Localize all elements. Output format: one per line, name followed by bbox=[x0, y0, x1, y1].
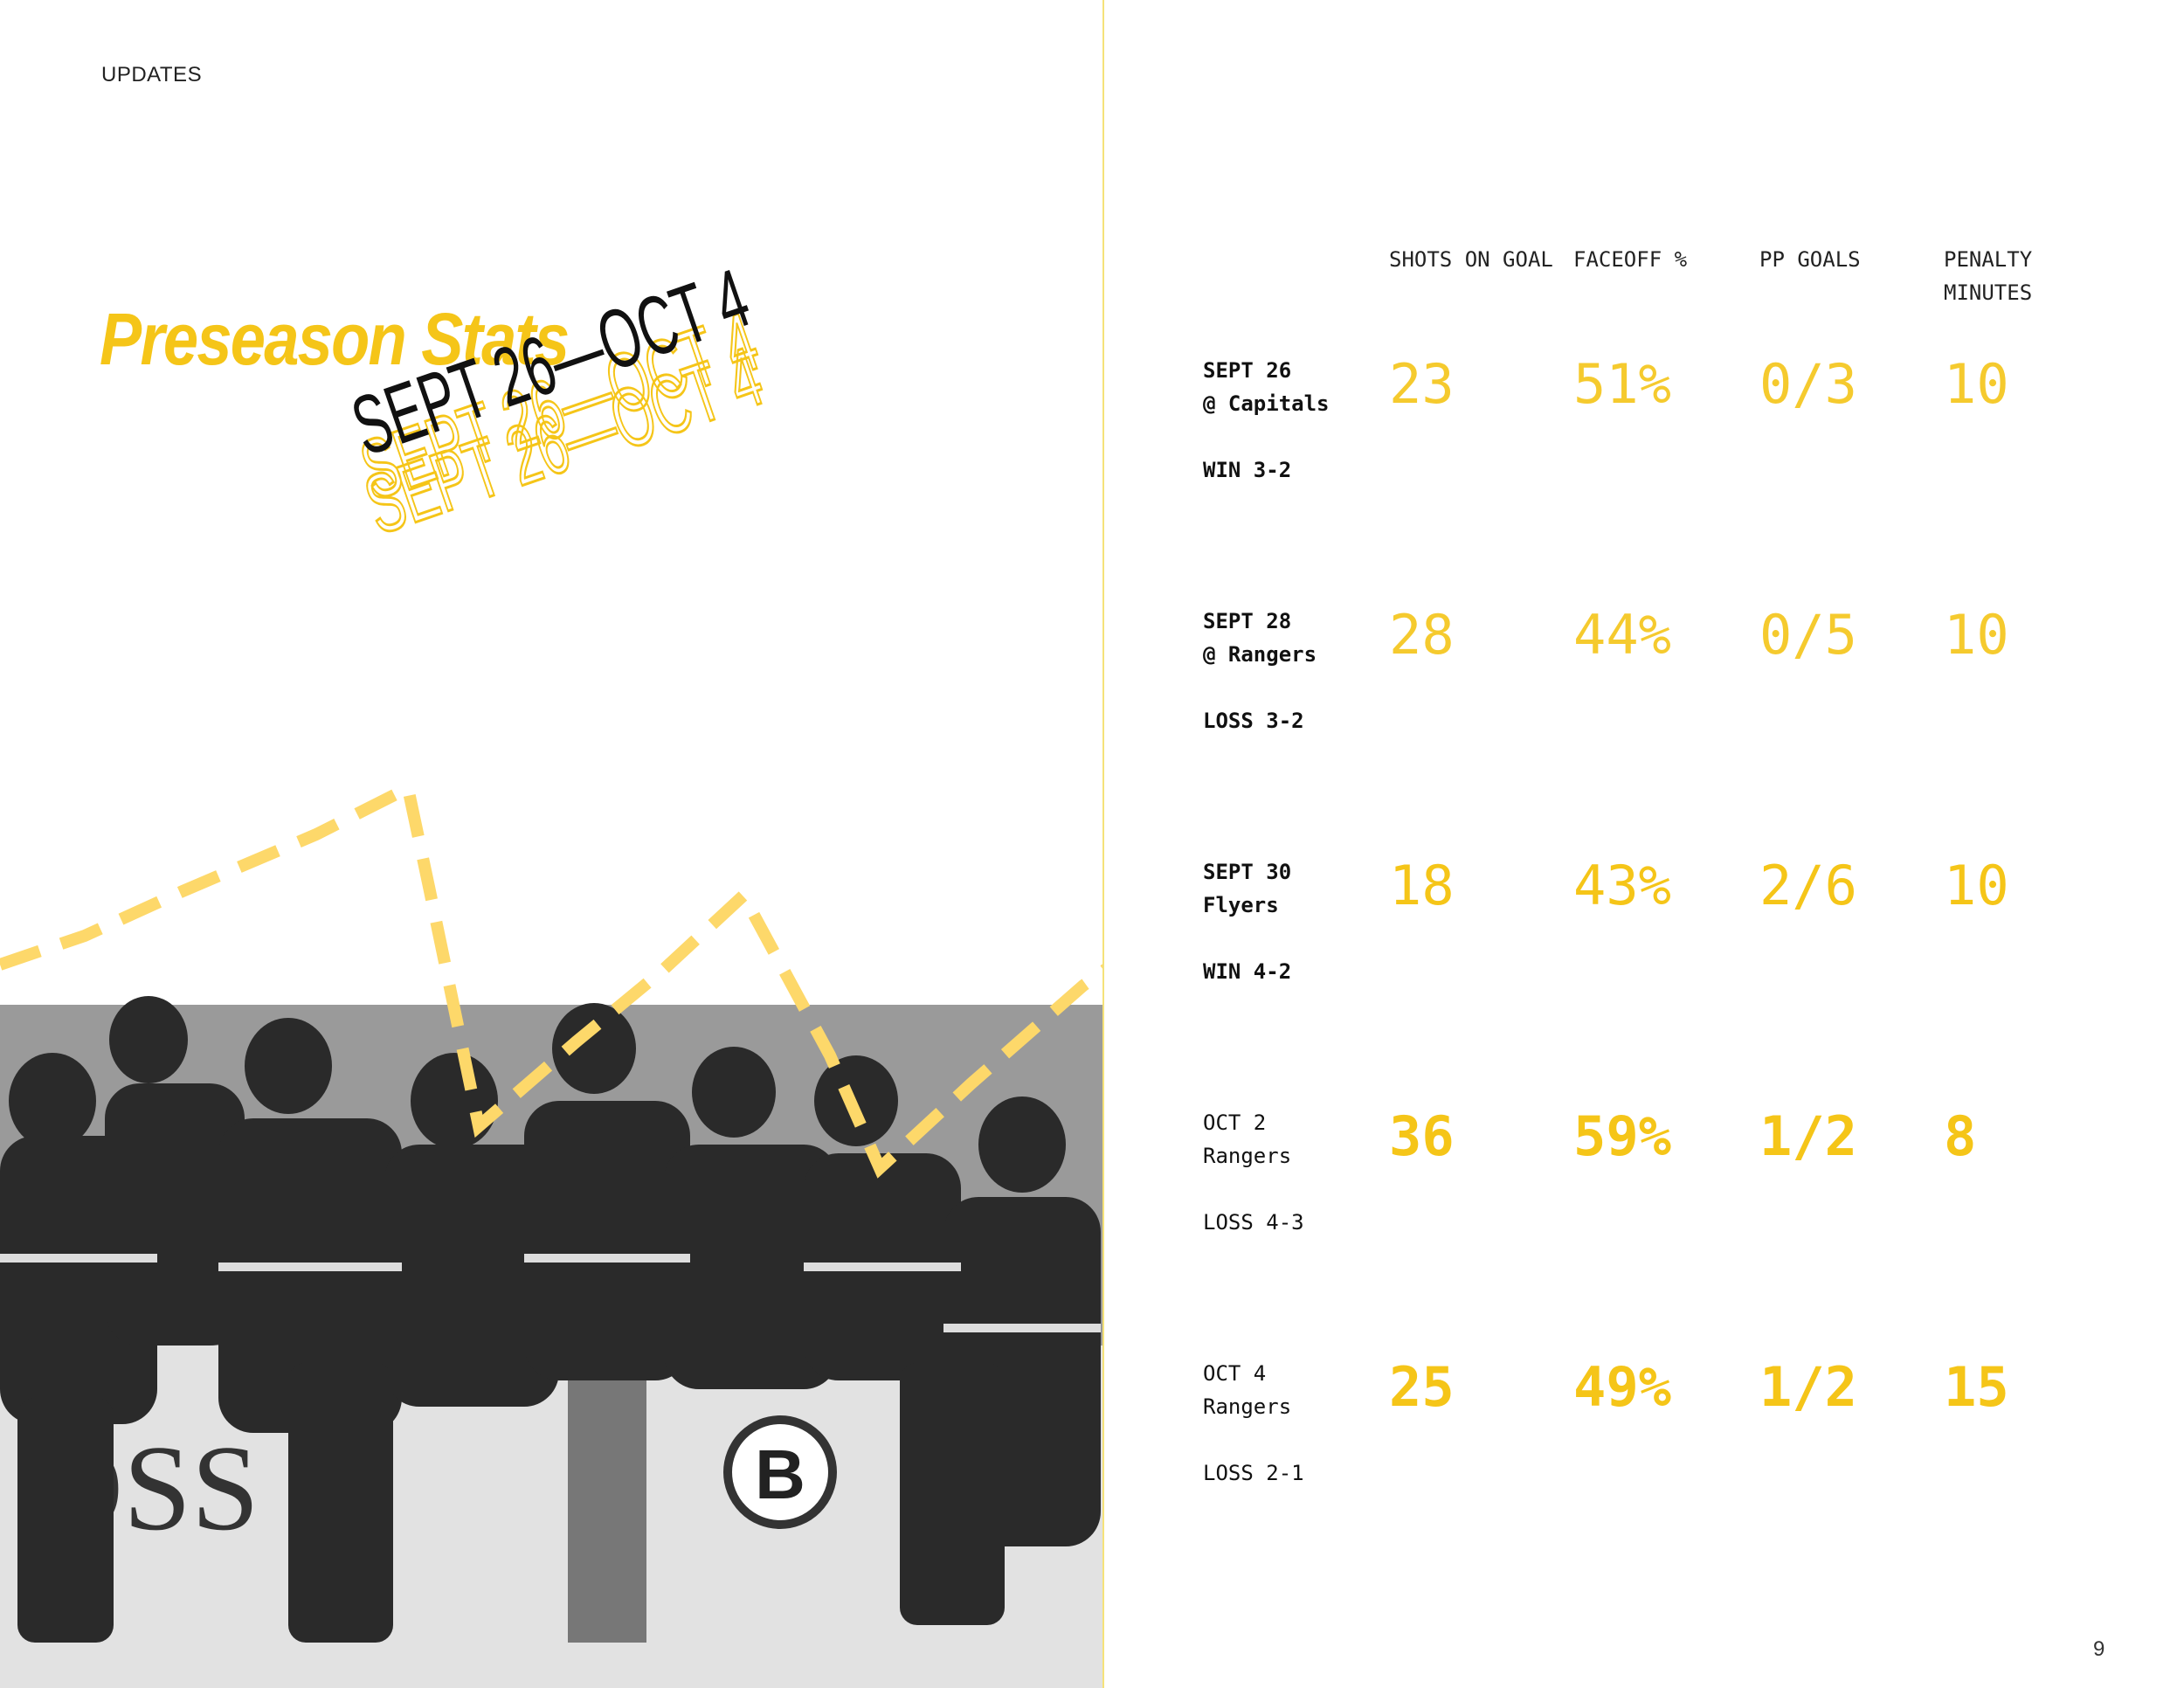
game-result: WIN 3-2 bbox=[1203, 458, 1292, 482]
photo-image: B OSS bbox=[0, 996, 1102, 1688]
decorative-dashed-line bbox=[0, 778, 1102, 1179]
photo: B OSS bbox=[0, 778, 1102, 1688]
game-opponent: @ Capitals bbox=[1203, 391, 1330, 416]
stat-value: 44% bbox=[1573, 603, 1671, 667]
row-label: OCT 2 Rangers LOSS 4-3 bbox=[1203, 1106, 1304, 1239]
game-result: WIN 4-2 bbox=[1203, 959, 1292, 984]
stat-value: 0/5 bbox=[1759, 603, 1857, 667]
stat-value: 28 bbox=[1389, 603, 1455, 667]
stat-value: 15 bbox=[1944, 1355, 2009, 1419]
column-header: PENALTY MINUTES bbox=[1944, 247, 2033, 305]
game-opponent: Rangers bbox=[1203, 1394, 1292, 1419]
row-label: OCT 4 Rangers LOSS 2-1 bbox=[1203, 1357, 1304, 1490]
game-result: LOSS 2-1 bbox=[1203, 1461, 1304, 1485]
column-header: PP GOALS bbox=[1759, 247, 1861, 272]
stat-value: 23 bbox=[1389, 352, 1455, 416]
game-date: OCT 4 bbox=[1203, 1361, 1267, 1386]
stat-value: 10 bbox=[1944, 352, 2009, 416]
stat-value: 0/3 bbox=[1759, 352, 1857, 416]
game-opponent: @ Rangers bbox=[1203, 642, 1317, 667]
stat-value: 49% bbox=[1573, 1355, 1671, 1419]
game-date: SEPT 26 bbox=[1203, 358, 1292, 383]
divider bbox=[1102, 0, 1104, 1688]
row-label: SEPT 28 @ Rangers LOSS 3-2 bbox=[1203, 605, 1317, 737]
page-number: 9 bbox=[2093, 1637, 2105, 1661]
row-label: SEPT 30 Flyers WIN 4-2 bbox=[1203, 855, 1291, 988]
stat-value: 25 bbox=[1389, 1355, 1455, 1419]
column-header: SHOTS ON GOAL bbox=[1389, 247, 1553, 272]
stat-value: 10 bbox=[1944, 854, 2009, 917]
stat-value: 18 bbox=[1389, 854, 1455, 917]
stat-value: 51% bbox=[1573, 352, 1671, 416]
game-opponent: Rangers bbox=[1203, 1144, 1292, 1168]
stat-value: 43% bbox=[1573, 854, 1671, 917]
stat-value: 8 bbox=[1944, 1104, 1977, 1168]
column-header: FACEOFF % bbox=[1573, 247, 1688, 272]
row-label: SEPT 26 @ Capitals WIN 3-2 bbox=[1203, 354, 1330, 487]
stat-value: 2/6 bbox=[1759, 854, 1857, 917]
game-opponent: Flyers bbox=[1203, 893, 1279, 917]
game-result: LOSS 4-3 bbox=[1203, 1210, 1304, 1235]
title: Preseason Stats bbox=[100, 298, 570, 380]
stat-value: 10 bbox=[1944, 603, 2009, 667]
section-label: UPDATES bbox=[101, 63, 203, 86]
svg-text:B: B bbox=[755, 1435, 805, 1513]
game-date: OCT 2 bbox=[1203, 1110, 1267, 1135]
stat-value: 1/2 bbox=[1759, 1355, 1857, 1419]
game-date: SEPT 30 bbox=[1203, 860, 1292, 884]
stat-value: 1/2 bbox=[1759, 1104, 1857, 1168]
game-result: LOSS 3-2 bbox=[1203, 709, 1304, 733]
stat-value: 59% bbox=[1573, 1104, 1671, 1168]
stat-value: 36 bbox=[1389, 1104, 1455, 1168]
game-date: SEPT 28 bbox=[1203, 609, 1292, 633]
